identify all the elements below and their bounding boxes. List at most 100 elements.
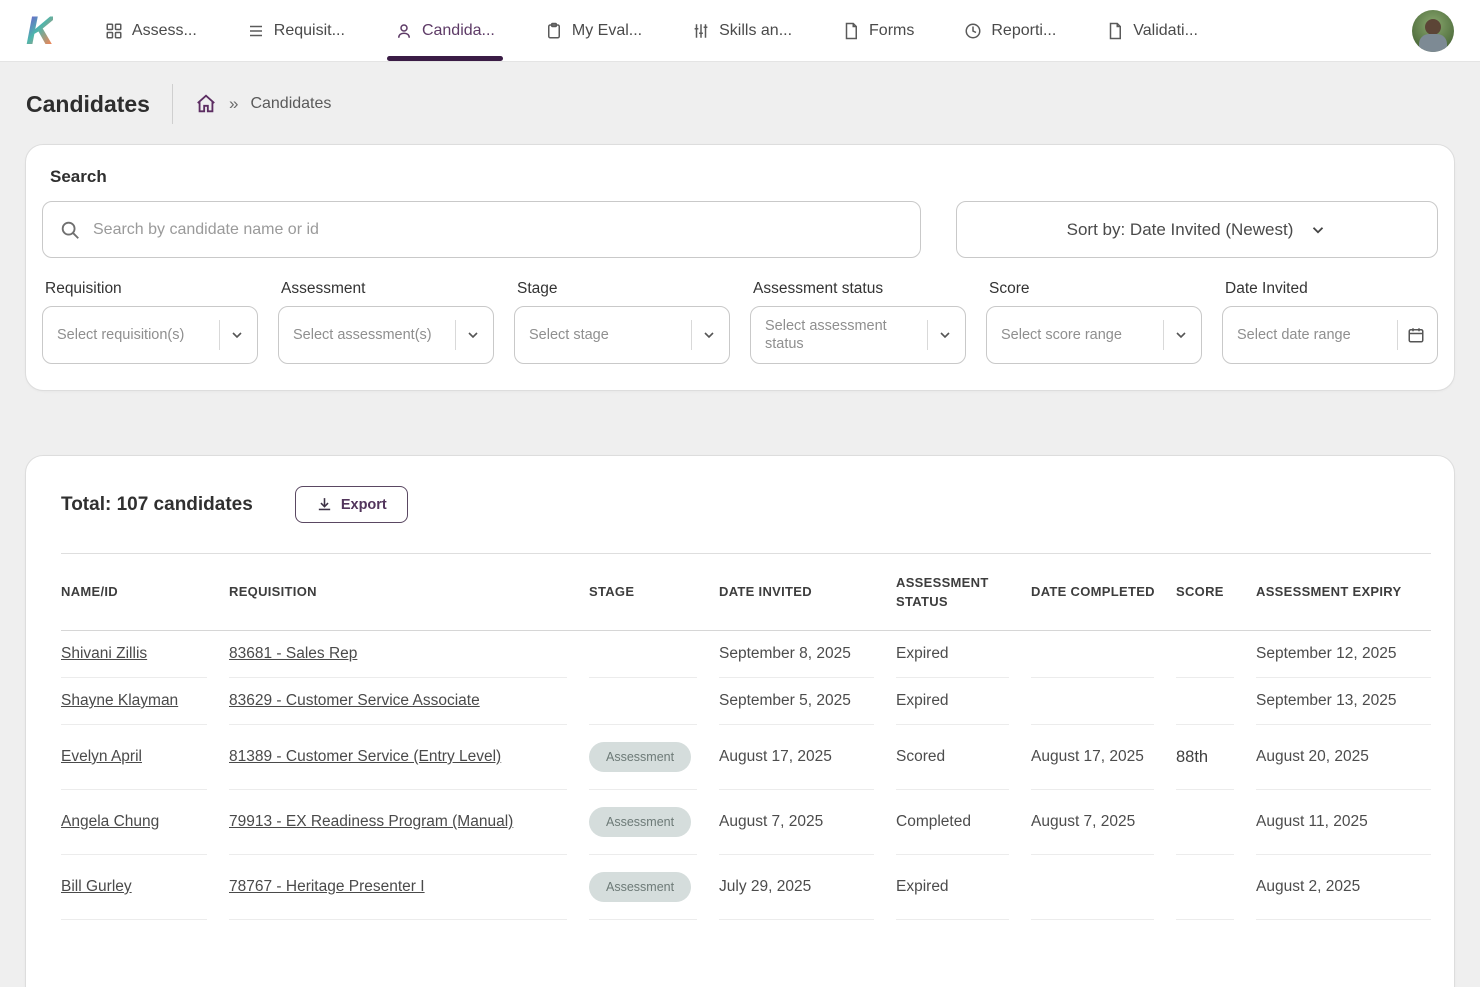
breadcrumb: » Candidates <box>195 93 331 115</box>
search-section-label: Search <box>50 167 1438 187</box>
assessment-expiry-cell: August 20, 2025 <box>1256 725 1431 790</box>
stage-cell <box>589 678 697 725</box>
date-completed-cell: August 17, 2025 <box>1031 725 1154 790</box>
tab-my-evaluations[interactable]: My Eval... <box>545 0 642 61</box>
nav-tabs: Assess... Requisit... Candida... My Eval… <box>105 0 1412 61</box>
filter-stage: Stage Select stage <box>514 280 730 364</box>
breadcrumb-separator: » <box>229 94 238 114</box>
candidate-name-cell: Bill Gurley <box>61 855 207 920</box>
assessment-status-cell: Expired <box>896 678 1009 725</box>
user-avatar[interactable] <box>1412 10 1454 52</box>
date-completed-cell: August 7, 2025 <box>1031 790 1154 855</box>
requisition-link[interactable]: 83629 - Customer Service Associate <box>229 692 480 710</box>
filter-label: Assessment status <box>753 280 966 298</box>
date-invited-cell: September 8, 2025 <box>719 631 874 678</box>
filter-assessment: Assessment Select assessment(s) <box>278 280 494 364</box>
requisition-cell: 79913 - EX Readiness Program (Manual) <box>229 790 567 855</box>
date-invited-cell: July 29, 2025 <box>719 855 874 920</box>
requisition-link[interactable]: 79913 - EX Readiness Program (Manual) <box>229 813 513 831</box>
export-label: Export <box>341 497 387 513</box>
home-icon[interactable] <box>195 93 217 115</box>
divider <box>691 320 692 350</box>
assessment-status-cell: Completed <box>896 790 1009 855</box>
search-icon <box>59 219 81 241</box>
breadcrumb-current[interactable]: Candidates <box>250 95 331 113</box>
tab-skills-analysis[interactable]: Skills an... <box>692 0 792 61</box>
search-panel: Search Sort by: Date Invited (Newest) Re… <box>25 144 1455 391</box>
filter-assessment-status: Assessment status Select assessment stat… <box>750 280 966 364</box>
stage-badge: Assessment <box>589 872 691 902</box>
clock-icon <box>964 22 982 40</box>
requisition-cell: 78767 - Heritage Presenter I <box>229 855 567 920</box>
calendar-icon <box>1407 326 1425 344</box>
score-cell <box>1176 790 1234 855</box>
sliders-icon <box>692 22 710 40</box>
column-header: DATE COMPLETED <box>1031 582 1176 602</box>
divider <box>927 320 928 350</box>
tab-candidates[interactable]: Candida... <box>395 0 495 61</box>
score-select[interactable]: Select score range <box>986 306 1202 364</box>
candidates-table-panel: Total: 107 candidates Export NAME/ID REQ… <box>25 455 1455 987</box>
assessment-status-select[interactable]: Select assessment status <box>750 306 966 364</box>
candidate-name-link[interactable]: Evelyn April <box>61 748 142 766</box>
candidate-name-cell: Shayne Klayman <box>61 678 207 725</box>
document-icon <box>842 22 860 40</box>
requisition-cell: 81389 - Customer Service (Entry Level) <box>229 725 567 790</box>
requisition-cell: 83681 - Sales Rep <box>229 631 567 678</box>
assessment-select[interactable]: Select assessment(s) <box>278 306 494 364</box>
select-placeholder: Select date range <box>1237 326 1391 344</box>
tab-requisitions[interactable]: Requisit... <box>247 0 345 61</box>
candidate-name-cell: Angela Chung <box>61 790 207 855</box>
requisition-link[interactable]: 78767 - Heritage Presenter I <box>229 878 425 896</box>
candidate-name-cell: Evelyn April <box>61 725 207 790</box>
tab-assessments[interactable]: Assess... <box>105 0 197 61</box>
tab-forms[interactable]: Forms <box>842 0 914 61</box>
requisition-select[interactable]: Select requisition(s) <box>42 306 258 364</box>
person-icon <box>395 22 413 40</box>
stage-select[interactable]: Select stage <box>514 306 730 364</box>
column-header: STAGE <box>589 582 719 602</box>
candidate-name-link[interactable]: Angela Chung <box>61 813 159 831</box>
export-button[interactable]: Export <box>295 486 408 523</box>
column-header: ASSESSMENT STATUS <box>896 573 1031 612</box>
select-placeholder: Select assessment(s) <box>293 326 449 344</box>
brand-logo[interactable]: K <box>26 11 53 51</box>
tab-label: Candida... <box>422 22 495 40</box>
sort-dropdown[interactable]: Sort by: Date Invited (Newest) <box>956 201 1438 258</box>
date-invited-select[interactable]: Select date range <box>1222 306 1438 364</box>
filter-row: Requisition Select requisition(s) Assess… <box>42 280 1438 364</box>
tab-validation[interactable]: Validati... <box>1106 0 1198 61</box>
table-row: Evelyn April 81389 - Customer Service (E… <box>61 725 1431 790</box>
select-placeholder: Select score range <box>1001 326 1157 344</box>
select-placeholder: Select stage <box>529 326 685 344</box>
score-cell: 88th <box>1176 725 1234 790</box>
list-icon <box>247 22 265 40</box>
assessment-expiry-cell: September 12, 2025 <box>1256 631 1431 678</box>
date-completed-cell <box>1031 678 1154 725</box>
filter-label: Stage <box>517 280 730 298</box>
requisition-link[interactable]: 83681 - Sales Rep <box>229 645 357 663</box>
filter-score: Score Select score range <box>986 280 1202 364</box>
score-cell <box>1176 855 1234 920</box>
assessment-expiry-cell: September 13, 2025 <box>1256 678 1431 725</box>
divider <box>455 320 456 350</box>
search-input[interactable] <box>93 221 904 239</box>
chevron-down-icon <box>937 327 953 343</box>
table-row: Shivani Zillis 83681 - Sales Rep Septemb… <box>61 631 1431 678</box>
requisition-link[interactable]: 81389 - Customer Service (Entry Level) <box>229 748 501 766</box>
date-invited-cell: September 5, 2025 <box>719 678 874 725</box>
sort-label: Sort by: Date Invited (Newest) <box>1067 220 1294 240</box>
column-header: DATE INVITED <box>719 582 896 602</box>
chevron-down-icon <box>701 327 717 343</box>
candidate-name-link[interactable]: Shayne Klayman <box>61 692 178 710</box>
candidate-name-link[interactable]: Shivani Zillis <box>61 645 147 663</box>
table-row: Angela Chung 79913 - EX Readiness Progra… <box>61 790 1431 855</box>
candidate-search-field[interactable] <box>42 201 921 258</box>
select-placeholder: Select assessment status <box>765 317 921 353</box>
divider <box>219 320 220 350</box>
grid-icon <box>105 22 123 40</box>
tab-reporting[interactable]: Reporti... <box>964 0 1056 61</box>
chevron-down-icon <box>1309 221 1327 239</box>
top-navigation: K Assess... Requisit... Candida... My Ev… <box>0 0 1480 62</box>
candidate-name-link[interactable]: Bill Gurley <box>61 878 132 896</box>
